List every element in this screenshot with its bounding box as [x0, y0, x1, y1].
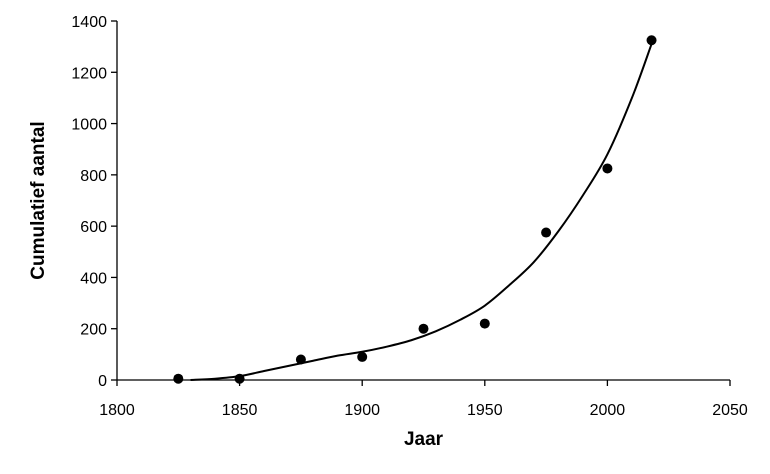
- y-tick-label: 200: [80, 322, 107, 339]
- trendline-layer: [190, 43, 653, 381]
- data-point: [479, 318, 490, 329]
- y-axis-title: Cumulatief aantal: [28, 121, 49, 279]
- data-point: [234, 373, 245, 384]
- data-point: [357, 351, 368, 362]
- x-tick-label: 1800: [99, 402, 135, 419]
- y-tick-label: 400: [80, 270, 107, 287]
- y-tick-label: 1000: [71, 117, 107, 134]
- y-tick-label: 1200: [71, 65, 107, 82]
- y-tick-label: 0: [98, 373, 107, 390]
- y-tick-label: 1400: [71, 14, 107, 31]
- x-axis-title: Jaar: [404, 429, 444, 450]
- data-point: [602, 163, 613, 174]
- x-tick-label: 2050: [712, 402, 748, 419]
- x-tick-label: 1850: [222, 402, 258, 419]
- data-points: [173, 35, 657, 384]
- y-axis-ticks: 0 200 400 600 800 1000 1200 1400: [71, 14, 117, 390]
- data-point: [541, 227, 552, 238]
- data-point: [646, 35, 657, 46]
- x-axis-ticks: 1800 1850 1900 1950 2000 2050: [99, 380, 748, 419]
- y-tick-label: 600: [80, 219, 107, 236]
- data-point: [295, 354, 306, 365]
- data-point: [173, 373, 184, 384]
- x-tick-label: 1900: [344, 402, 380, 419]
- data-point: [418, 323, 429, 334]
- trendline: [190, 43, 653, 381]
- axes: [116, 21, 730, 381]
- x-tick-label: 1950: [467, 402, 503, 419]
- y-tick-label: 800: [80, 168, 107, 185]
- x-tick-label: 2000: [590, 402, 626, 419]
